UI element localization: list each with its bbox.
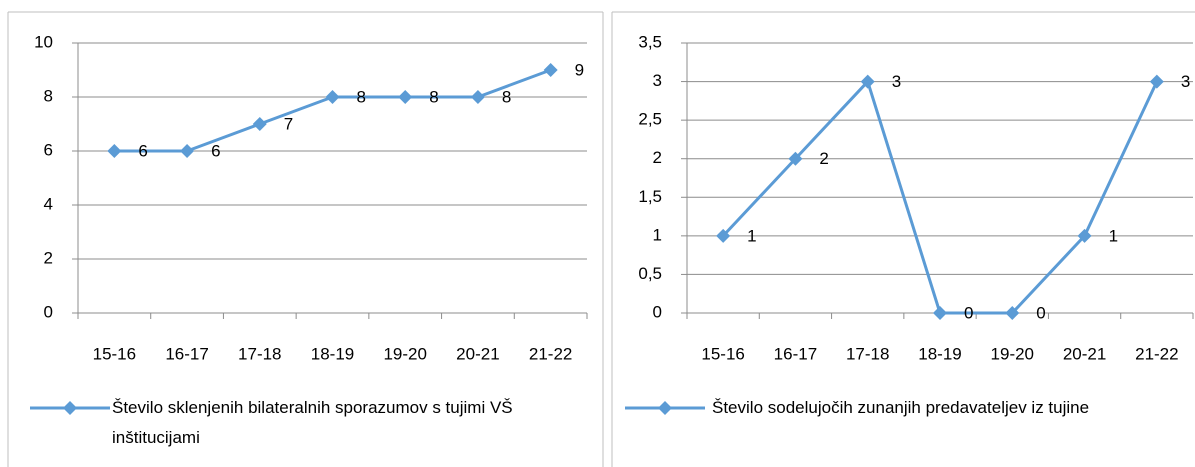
y-tick-label: 2,5 [638,110,662,129]
data-point [1077,228,1092,243]
data-point [933,306,947,320]
data-point [860,74,875,89]
x-tick-label: 15-16 [701,344,744,363]
data-point [716,228,731,243]
data-point [1149,74,1164,89]
x-tick-label: 19-20 [991,344,1034,363]
data-label: 8 [502,87,511,106]
data-point [788,151,803,166]
legend-marker [658,401,672,415]
y-tick-label: 3 [653,71,662,90]
x-tick-label: 19-20 [383,344,426,363]
x-tick-label: 17-18 [846,344,889,363]
y-tick-label: 1,5 [638,187,662,206]
data-point [107,144,122,158]
y-tick-label: 4 [44,194,53,213]
data-label: 3 [892,72,901,91]
y-tick-label: 2 [44,248,53,267]
y-tick-label: 6 [44,140,53,159]
y-tick-label: 2 [653,148,662,167]
legend-marker [63,401,77,415]
data-label: 7 [284,114,293,133]
y-tick-label: 10 [34,32,53,51]
data-point [252,117,267,131]
data-label: 1 [1109,226,1118,245]
x-tick-label: 16-17 [165,344,208,363]
data-point [325,90,340,104]
x-tick-label: 18-19 [918,344,961,363]
y-tick-label: 0,5 [638,264,662,283]
y-tick-label: 0 [653,302,662,321]
x-tick-label: 17-18 [238,344,281,363]
series-line [114,68,552,153]
y-tick-label: 1 [653,225,662,244]
data-label: 0 [964,303,973,322]
data-point [1005,306,1020,320]
data-label: 3 [1181,72,1190,91]
data-label: 6 [211,141,220,160]
x-tick-label: 15-16 [93,344,136,363]
data-point [543,63,558,77]
x-tick-label: 18-19 [311,344,354,363]
x-tick-label: 21-22 [1135,344,1178,363]
data-label: 8 [429,87,438,106]
data-label: 1 [747,226,756,245]
legend-label: Število sodelujočih zunanjih predavatelj… [712,398,1090,417]
data-point [180,144,195,158]
y-tick-label: 3,5 [638,32,662,51]
data-label: 9 [575,60,584,79]
x-tick-label: 20-21 [1063,344,1106,363]
data-label: 6 [138,141,147,160]
data-point [398,90,413,104]
data-label: 8 [357,87,366,106]
x-tick-label: 21-22 [529,344,572,363]
data-point [470,90,485,104]
x-tick-label: 16-17 [774,344,817,363]
data-label: 2 [819,149,828,168]
data-label: 0 [1036,303,1045,322]
y-tick-label: 0 [44,302,53,321]
legend-label: Število sklenjenih bilateralnih sporazum… [112,398,513,447]
y-tick-label: 8 [44,86,53,105]
x-tick-label: 20-21 [456,344,499,363]
